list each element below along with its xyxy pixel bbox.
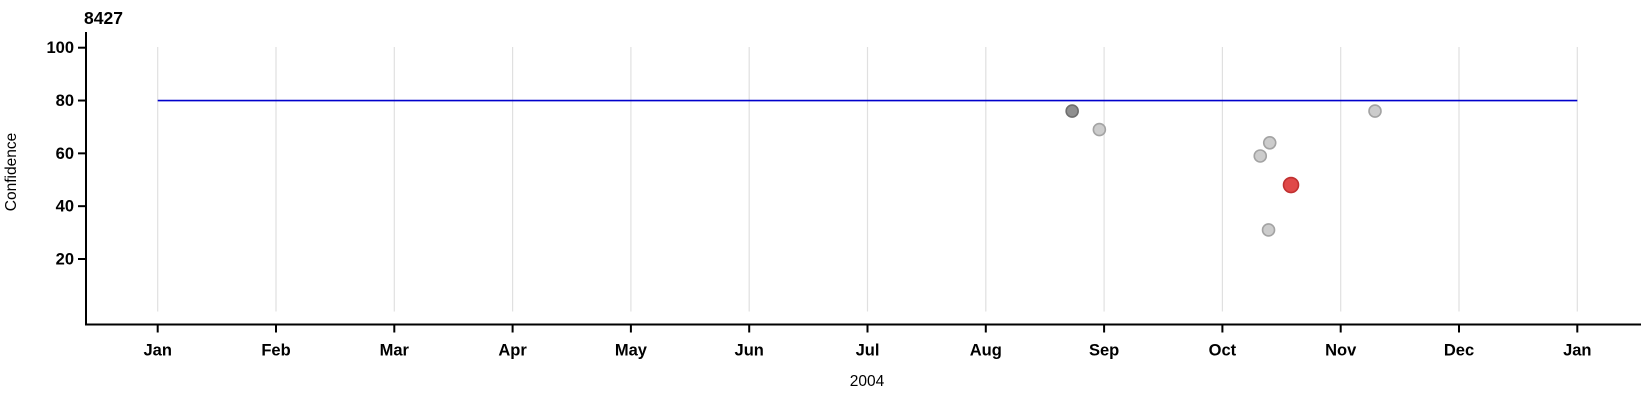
y-tick-label: 100 [46, 39, 74, 57]
x-tick-label: Apr [498, 342, 527, 360]
chart-title: 8427 [84, 8, 123, 28]
x-tick-label: Jan [1563, 342, 1591, 360]
y-tick-label: 40 [56, 198, 74, 216]
data-point[interactable] [1065, 104, 1079, 118]
data-point[interactable] [1368, 104, 1382, 118]
y-axis-label: Confidence [3, 133, 20, 211]
y-tick-label: 60 [56, 145, 74, 163]
gridlines [157, 47, 1578, 312]
x-tick-label: Sep [1089, 342, 1119, 360]
y-tick-label: 80 [56, 92, 74, 110]
x-tick-label: Jun [735, 342, 764, 360]
data-points-layer [1065, 104, 1382, 237]
x-tick-label: Feb [261, 342, 290, 360]
x-tick-label: Nov [1325, 342, 1357, 360]
data-point[interactable] [1092, 122, 1107, 137]
y-tick-label: 20 [56, 250, 74, 268]
data-point[interactable] [1253, 149, 1268, 163]
x-tick-label: Aug [970, 342, 1002, 360]
x-tick-label: Jan [143, 342, 171, 360]
data-point[interactable] [1261, 223, 1276, 237]
x-tick-label: Dec [1444, 342, 1474, 360]
x-tick-label: Mar [380, 342, 410, 360]
data-point-selected[interactable] [1282, 176, 1300, 194]
x-tick-label: May [615, 342, 648, 360]
x-tick-label: Oct [1209, 342, 1237, 360]
x-tick-label: Jul [856, 342, 880, 360]
axes [85, 32, 1641, 326]
data-point[interactable] [1262, 135, 1277, 150]
x-axis-label: 2004 [850, 373, 885, 390]
tick-marks-and-labels: 20 40 60 80 100 Jan Feb Mar Apr May Jun Jul Aug Sep Oc… [46, 39, 1591, 359]
